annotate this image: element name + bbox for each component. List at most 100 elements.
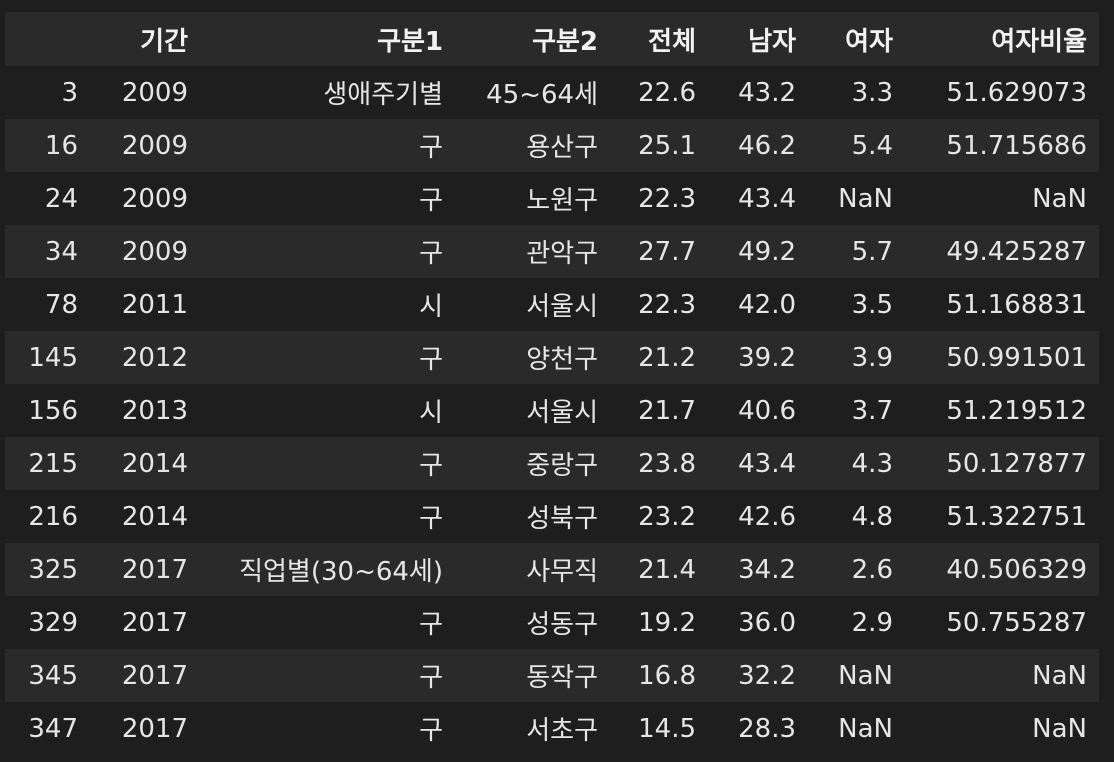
cell-male: 46.2 bbox=[738, 130, 796, 161]
cell-total: 27.7 bbox=[638, 236, 696, 267]
table-row: 3 2009 생애주기별 45~64세 22.6 43.2 3.3 51.629073 bbox=[5, 66, 1099, 119]
column-header-period: 기간 bbox=[140, 26, 188, 57]
row-index: 215 bbox=[28, 448, 78, 479]
cell-female-ratio: 51.715686 bbox=[946, 130, 1087, 161]
cell-category2: 관악구 bbox=[526, 239, 598, 269]
cell-category2: 사무직 bbox=[526, 557, 598, 587]
column-header-index bbox=[5, 12, 90, 66]
cell-total: 23.2 bbox=[638, 501, 696, 532]
cell-male: 43.2 bbox=[738, 77, 796, 108]
cell-category2: 노원구 bbox=[526, 186, 598, 216]
table-row: 156 2013 시 서울시 21.7 40.6 3.7 51.219512 bbox=[5, 384, 1099, 437]
cell-female-ratio: 50.127877 bbox=[946, 448, 1087, 479]
dataframe-table: 기간 구분1 구분2 전체 남자 여자 여자비율 3 2009 생애주기별 45~64세 22.6 4… bbox=[5, 12, 1099, 755]
cell-female-ratio: 40.506329 bbox=[946, 554, 1087, 585]
cell-category2: 동작구 bbox=[526, 663, 598, 693]
cell-category1: 구 bbox=[419, 451, 443, 481]
cell-female-ratio: 51.629073 bbox=[946, 77, 1087, 108]
cell-period: 2009 bbox=[121, 77, 188, 108]
cell-male: 43.4 bbox=[738, 448, 796, 479]
row-index: 345 bbox=[28, 660, 78, 691]
table-row: 16 2009 구 용산구 25.1 46.2 5.4 51.715686 bbox=[5, 119, 1099, 172]
column-header-female-ratio: 여자비율 bbox=[991, 26, 1087, 57]
cell-category2: 중랑구 bbox=[526, 451, 598, 481]
cell-female: NaN bbox=[838, 713, 893, 744]
cell-female-ratio: 50.755287 bbox=[946, 607, 1087, 638]
cell-total: 16.8 bbox=[638, 660, 696, 691]
cell-female: NaN bbox=[838, 660, 893, 691]
cell-total: 14.5 bbox=[638, 713, 696, 744]
cell-total: 22.3 bbox=[638, 183, 696, 214]
cell-total: 21.4 bbox=[638, 554, 696, 585]
cell-period: 2013 bbox=[121, 395, 188, 426]
column-header-female: 여자 bbox=[845, 26, 893, 57]
table-row: 345 2017 구 동작구 16.8 32.2 NaN NaN bbox=[5, 649, 1099, 702]
table-header: 기간 구분1 구분2 전체 남자 여자 여자비율 bbox=[5, 12, 1099, 66]
cell-category2: 성북구 bbox=[526, 504, 598, 534]
cell-period: 2009 bbox=[121, 183, 188, 214]
cell-period: 2012 bbox=[121, 342, 188, 373]
row-index: 78 bbox=[44, 289, 78, 320]
row-index: 216 bbox=[28, 501, 78, 532]
row-index: 24 bbox=[44, 183, 78, 214]
cell-female-ratio: 51.168831 bbox=[946, 289, 1087, 320]
cell-period: 2011 bbox=[121, 289, 188, 320]
row-index: 347 bbox=[28, 713, 78, 744]
column-header-total: 전체 bbox=[648, 26, 696, 57]
cell-male: 36.0 bbox=[738, 607, 796, 638]
cell-category1: 생애주기별 bbox=[323, 80, 443, 110]
cell-total: 21.2 bbox=[638, 342, 696, 373]
cell-female: 3.7 bbox=[851, 395, 893, 426]
cell-category1: 구 bbox=[419, 345, 443, 375]
row-index: 16 bbox=[44, 130, 78, 161]
cell-category2: 성동구 bbox=[526, 610, 598, 640]
cell-female-ratio: 50.991501 bbox=[946, 342, 1087, 373]
cell-total: 21.7 bbox=[638, 395, 696, 426]
column-header-category2: 구분2 bbox=[532, 26, 598, 57]
cell-period: 2017 bbox=[121, 554, 188, 585]
cell-category1: 시 bbox=[419, 398, 443, 428]
row-index: 156 bbox=[28, 395, 78, 426]
cell-female: 3.5 bbox=[851, 289, 893, 320]
cell-period: 2014 bbox=[121, 501, 188, 532]
table-row: 145 2012 구 양천구 21.2 39.2 3.9 50.991501 bbox=[5, 331, 1099, 384]
table-body: 3 2009 생애주기별 45~64세 22.6 43.2 3.3 51.629073 16 20… bbox=[5, 66, 1099, 755]
cell-total: 25.1 bbox=[638, 130, 696, 161]
row-index: 145 bbox=[28, 342, 78, 373]
cell-female-ratio: NaN bbox=[1032, 660, 1087, 691]
cell-female: 2.6 bbox=[851, 554, 893, 585]
cell-period: 2017 bbox=[121, 607, 188, 638]
cell-category1: 구 bbox=[419, 133, 443, 163]
cell-female: 3.9 bbox=[851, 342, 893, 373]
cell-male: 42.6 bbox=[738, 501, 796, 532]
cell-female: 5.7 bbox=[851, 236, 893, 267]
cell-period: 2009 bbox=[121, 236, 188, 267]
cell-category2: 용산구 bbox=[526, 133, 598, 163]
table-row: 34 2009 구 관악구 27.7 49.2 5.7 49.425287 bbox=[5, 225, 1099, 278]
header-row: 기간 구분1 구분2 전체 남자 여자 여자비율 bbox=[5, 12, 1099, 66]
cell-female: 4.8 bbox=[851, 501, 893, 532]
cell-category2: 서울시 bbox=[526, 292, 598, 322]
cell-period: 2017 bbox=[121, 713, 188, 744]
cell-category1: 구 bbox=[419, 504, 443, 534]
cell-category1: 구 bbox=[419, 663, 443, 693]
row-index: 329 bbox=[28, 607, 78, 638]
cell-female-ratio: 49.425287 bbox=[946, 236, 1087, 267]
cell-category2: 서초구 bbox=[526, 716, 598, 746]
column-header-male: 남자 bbox=[748, 26, 796, 57]
cell-male: 34.2 bbox=[738, 554, 796, 585]
cell-female: 3.3 bbox=[851, 77, 893, 108]
cell-period: 2009 bbox=[121, 130, 188, 161]
cell-male: 49.2 bbox=[738, 236, 796, 267]
cell-male: 28.3 bbox=[738, 713, 796, 744]
cell-male: 32.2 bbox=[738, 660, 796, 691]
cell-period: 2017 bbox=[121, 660, 188, 691]
cell-category1: 직업별(30~64세) bbox=[239, 557, 443, 587]
table-row: 78 2011 시 서울시 22.3 42.0 3.5 51.168831 bbox=[5, 278, 1099, 331]
cell-male: 39.2 bbox=[738, 342, 796, 373]
column-header-category1: 구분1 bbox=[377, 26, 443, 57]
cell-male: 40.6 bbox=[738, 395, 796, 426]
cell-total: 19.2 bbox=[638, 607, 696, 638]
table-row: 216 2014 구 성북구 23.2 42.6 4.8 51.322751 bbox=[5, 490, 1099, 543]
